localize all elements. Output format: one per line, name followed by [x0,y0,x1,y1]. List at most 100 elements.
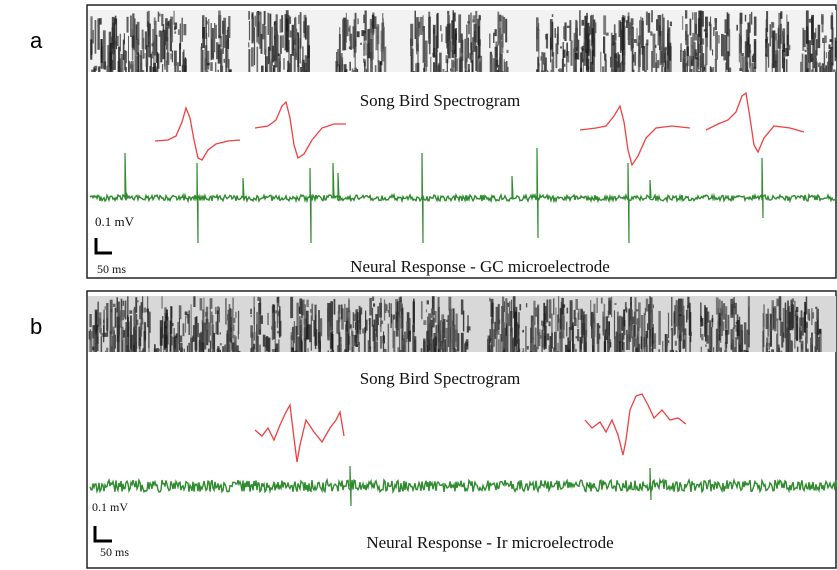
spectrogram-mark [438,320,442,342]
spectrogram-mark [580,67,582,72]
spectrogram-mark [165,18,168,42]
spectrogram-mark [724,19,727,34]
spectrogram-mark [794,315,796,349]
spectrogram-mark [623,42,626,70]
spectrogram-mark [605,32,609,36]
voltage-scale-label: 0.1 mV [92,500,128,514]
spectrogram-mark [615,33,617,41]
spectrogram-mark [714,18,717,23]
spectrogram-mark [144,53,146,59]
spectrogram-mark [290,335,293,340]
spectrogram-mark [156,52,159,70]
spectrogram-mark [104,306,106,310]
spectrogram-mark [816,308,819,320]
spectrogram-mark [398,315,401,329]
spectrogram-mark [589,39,591,53]
spectrogram-mark [357,18,359,25]
spectrogram-mark [122,300,124,306]
spectrogram-mark [327,322,330,339]
spectrogram-mark [430,56,432,72]
spectrogram-mark [232,317,236,323]
spectrogram-mark [627,16,630,24]
spectrogram-mark [541,329,543,352]
spectrogram-mark [659,25,661,51]
spectrogram-mark [407,332,410,352]
spectrogram-mark [368,318,371,325]
spectrogram-mark [201,323,204,352]
spectrogram-mark [130,15,132,37]
spectrogram-mark [771,349,774,352]
spectrogram-mark [226,30,229,50]
spectrogram-mark [493,32,495,43]
spectrogram-mark [541,320,544,326]
spectrogram-mark [354,12,357,47]
spectrogram-mark [135,313,138,350]
spectrogram-mark [284,14,287,51]
spectrogram-mark [273,22,277,62]
spectrogram-mark [259,344,261,352]
spectrogram-mark [363,58,365,63]
spectrogram-mark [567,349,571,352]
spectrogram-mark [568,327,572,342]
spectrogram-mark [373,303,376,307]
spectrogram-mark [554,28,556,38]
spectrogram-mark [444,70,447,72]
spectrogram-mark [786,14,788,51]
trace-spike [337,172,340,199]
spectrogram-mark [507,304,509,338]
spectrogram-mark [631,26,633,29]
spectrogram-mark [647,323,649,339]
spectrogram-mark [428,16,431,55]
spectrogram-mark [683,50,686,72]
spectrogram-mark [726,12,729,35]
spectrogram-mark [549,19,553,49]
spectrogram-mark [404,331,407,352]
spectrogram-mark [126,345,129,352]
spectrogram-mark [119,310,123,328]
spectrogram-mark [727,314,730,335]
spectrogram-mark [399,296,402,303]
spectrogram-mark [664,46,667,72]
spectrogram-mark [223,17,227,48]
spectrogram-mark [138,351,142,352]
spectrogram-mark [186,345,188,352]
spectrogram-mark [586,12,588,20]
trace-spike [536,147,539,239]
spectrogram-mark [260,315,263,324]
spectrogram-mark [689,18,692,36]
spectrogram-mark [109,299,113,335]
spectrogram-mark [620,334,622,352]
spectrogram-mark [765,19,767,48]
spectrogram-mark [781,49,784,69]
spectrogram-mark [687,305,689,320]
spectrogram-mark [804,54,808,72]
spectrogram-mark [500,41,504,53]
spectrogram-mark [215,306,217,315]
spectrogram-mark [384,349,387,352]
spectrogram-mark [122,340,124,352]
spectrogram-mark [795,306,799,313]
spectrogram-mark [669,21,672,27]
spectrogram-mark [686,310,688,323]
spectrogram-mark [94,65,98,71]
spectrogram-mark [232,342,236,352]
spectrogram-mark [700,315,702,322]
spectrogram-mark [538,23,540,31]
spectrogram-mark [451,59,455,72]
spectrogram-mark [196,323,199,338]
spectrogram-mark [801,53,804,72]
spectrogram-mark [174,31,177,34]
spectrogram-mark [301,300,303,318]
spectrogram-mark [343,64,347,72]
spectrogram-mark [166,21,170,26]
spectrogram-mark [566,52,568,72]
spectrogram-mark [584,314,588,337]
spectrogram-mark [762,313,765,348]
spectrogram-mark [519,304,522,311]
spectrogram-mark [267,337,271,352]
spectrogram-mark [119,58,122,72]
spectrogram-mark [160,30,163,63]
spectrogram-mark [589,48,591,72]
spectrogram-mark [164,312,168,329]
spectrogram-mark [110,309,113,313]
